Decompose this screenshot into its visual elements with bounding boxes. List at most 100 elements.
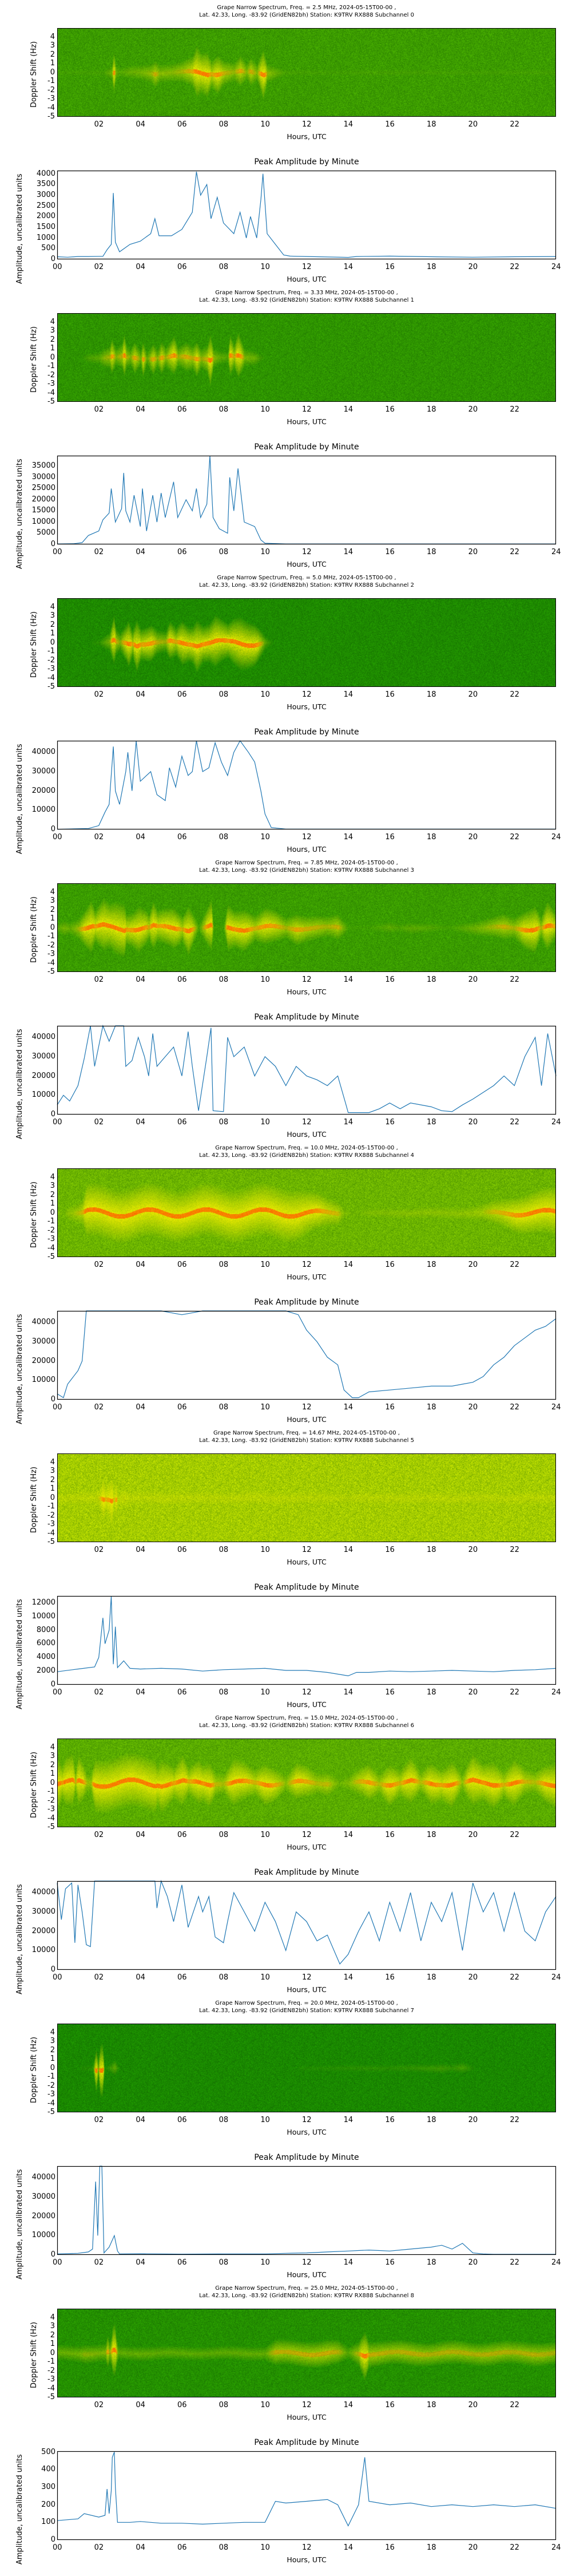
amplitude-ytick: 40000 bbox=[31, 1033, 55, 1042]
subchannel-panel-2: Grape Narrow Spectrum, Freq. = 5.0 MHz, … bbox=[0, 570, 572, 855]
amplitude-title: Peak Amplitude by Minute bbox=[254, 442, 359, 452]
spectrogram-xtick: 14 bbox=[343, 690, 353, 699]
amplitude-ytick: 3000 bbox=[36, 190, 55, 199]
amplitude-ytick: 300 bbox=[41, 2482, 55, 2491]
spectrogram-ytick: 3 bbox=[50, 1752, 55, 1760]
amplitude-plot-frame bbox=[57, 740, 557, 830]
amplitude-xtick: 22 bbox=[510, 263, 519, 271]
amplitude-ytick: 400 bbox=[41, 2465, 55, 2474]
subchannel-panel-0: Grape Narrow Spectrum, Freq. = 2.5 MHz, … bbox=[0, 0, 572, 285]
spectrogram-heatmap bbox=[57, 313, 556, 402]
spectrogram-xtick: 04 bbox=[136, 975, 145, 984]
spectrogram-ytick: 3 bbox=[50, 41, 55, 50]
spectrogram-xtick: 10 bbox=[260, 975, 270, 984]
spectrogram-xtick: 18 bbox=[427, 975, 436, 984]
spectrogram-ytick: -1 bbox=[47, 2357, 55, 2366]
spectrogram-xlabel: Hours, UTC bbox=[287, 132, 327, 141]
amplitude-xtick: 06 bbox=[177, 833, 187, 841]
amplitude-xtick: 14 bbox=[343, 2258, 353, 2267]
amplitude-ytick: 0 bbox=[50, 1965, 55, 1974]
amplitude-xtick: 20 bbox=[468, 1118, 478, 1127]
spectrogram-title-line2: Lat. 42.33, Long. -83.92 (GridEN82bh) St… bbox=[199, 2008, 414, 2014]
amplitude-ytick: 500 bbox=[41, 2447, 55, 2456]
amplitude-xtick: 20 bbox=[468, 1403, 478, 1412]
amplitude-xtick: 20 bbox=[468, 833, 478, 841]
amplitude-xtick: 16 bbox=[385, 1118, 395, 1127]
amplitude-title: Peak Amplitude by Minute bbox=[254, 1298, 359, 1307]
spectrogram-ylabel: Doppler Shift (Hz) bbox=[30, 611, 38, 678]
spectrogram-xtick: 10 bbox=[260, 120, 270, 129]
spectrogram-ytick: 4 bbox=[50, 32, 55, 41]
spectrogram-xtick: 14 bbox=[343, 975, 353, 984]
amplitude-xtick: 08 bbox=[219, 1973, 229, 1982]
amplitude-title: Peak Amplitude by Minute bbox=[254, 1013, 359, 1022]
amplitude-xtick: 10 bbox=[260, 1973, 270, 1982]
spectrogram-ytick: 0 bbox=[50, 2063, 55, 2072]
spectrogram-xtick: 18 bbox=[427, 405, 436, 414]
amplitude-series-line bbox=[57, 2166, 556, 2255]
spectrogram-xtick: 12 bbox=[302, 1546, 312, 1554]
spectrogram-ytick: 2 bbox=[50, 620, 55, 629]
spectrogram-ytick: -4 bbox=[47, 2384, 55, 2393]
spectrogram-ytick: 0 bbox=[50, 1208, 55, 1217]
amplitude-ylabel: Amplitude, uncalibrated units bbox=[15, 744, 24, 854]
spectrogram-xtick: 08 bbox=[219, 975, 229, 984]
amplitude-xtick: 00 bbox=[53, 1403, 62, 1412]
spectrogram-xtick: 10 bbox=[260, 1546, 270, 1554]
amplitude-xtick: 18 bbox=[427, 548, 436, 556]
amplitude-xtick: 24 bbox=[551, 833, 561, 841]
spectrogram-xtick: 20 bbox=[468, 975, 478, 984]
spectrogram-xtick: 08 bbox=[219, 2401, 229, 2409]
spectrogram-xtick: 06 bbox=[177, 1831, 187, 1839]
amplitude-title: Peak Amplitude by Minute bbox=[254, 2438, 359, 2447]
amplitude-xtick: 18 bbox=[427, 1118, 436, 1127]
spectrogram-ytick: -1 bbox=[47, 1502, 55, 1511]
spectrogram-ytick: -3 bbox=[47, 950, 55, 958]
subchannel-panel-1: Grape Narrow Spectrum, Freq. = 3.33 MHz,… bbox=[0, 285, 572, 570]
spectrogram-xtick: 16 bbox=[385, 2116, 395, 2124]
spectrogram-xtick: 14 bbox=[343, 120, 353, 129]
spectrogram-ytick: -1 bbox=[47, 77, 55, 85]
spectrogram-ytick: 0 bbox=[50, 68, 55, 77]
amplitude-ylabel: Amplitude, uncalibrated units bbox=[15, 2454, 24, 2565]
spectrogram-ylabel: Doppler Shift (Hz) bbox=[30, 326, 38, 393]
amplitude-ytick: 0 bbox=[50, 1395, 55, 1404]
amplitude-xtick: 12 bbox=[302, 1688, 312, 1697]
amplitude-ylabel: Amplitude, uncalibrated units bbox=[15, 2169, 24, 2279]
spectrogram-ytick: -3 bbox=[47, 94, 55, 103]
spectrogram-title-line2: Lat. 42.33, Long. -83.92 (GridEN82bh) St… bbox=[199, 582, 414, 588]
amplitude-xtick: 02 bbox=[94, 1688, 104, 1697]
spectrogram-xtick: 06 bbox=[177, 690, 187, 699]
spectrogram-ytick: -3 bbox=[47, 1520, 55, 1528]
spectrogram-ytick: 4 bbox=[50, 2028, 55, 2037]
spectrogram-ytick: -4 bbox=[47, 1243, 55, 1253]
amplitude-xlabel: Hours, UTC bbox=[287, 560, 327, 568]
amplitude-ytick: 30000 bbox=[31, 1052, 55, 1061]
amplitude-xtick: 22 bbox=[510, 548, 519, 556]
spectrogram-ytick: -2 bbox=[47, 85, 55, 94]
spectrogram-ytick: -2 bbox=[47, 655, 55, 665]
spectrogram-title-line2: Lat. 42.33, Long. -83.92 (GridEN82bh) St… bbox=[199, 1152, 414, 1159]
spectrogram-xtick: 10 bbox=[260, 2401, 270, 2409]
spectrogram-xtick: 10 bbox=[260, 690, 270, 699]
amplitude-xtick: 08 bbox=[219, 2543, 229, 2552]
amplitude-series-line bbox=[57, 1595, 557, 1677]
spectrogram-ylabel: Doppler Shift (Hz) bbox=[30, 896, 38, 963]
amplitude-ytick: 10000 bbox=[31, 1091, 55, 1100]
spectrogram-heatmap bbox=[57, 2309, 556, 2397]
amplitude-xtick: 10 bbox=[260, 833, 270, 841]
amplitude-ytick: 5000 bbox=[36, 528, 55, 538]
spectrogram-ytick: -5 bbox=[47, 2393, 55, 2401]
amplitude-xlabel: Hours, UTC bbox=[287, 845, 327, 854]
spectrogram-ytick: -3 bbox=[47, 380, 55, 388]
spectrogram-title-line2: Lat. 42.33, Long. -83.92 (GridEN82bh) St… bbox=[199, 12, 414, 18]
spectrogram-ytick: 4 bbox=[50, 317, 55, 326]
amplitude-xtick: 00 bbox=[53, 2258, 62, 2267]
amplitude-ytick: 0 bbox=[50, 2250, 55, 2259]
amplitude-ytick: 15000 bbox=[31, 506, 55, 515]
amplitude-xtick: 06 bbox=[177, 1688, 187, 1697]
amplitude-xtick: 04 bbox=[136, 263, 145, 271]
spectrogram-xtick: 06 bbox=[177, 1546, 187, 1554]
spectrogram-xtick: 08 bbox=[219, 120, 229, 129]
spectrogram-ytick: -2 bbox=[47, 370, 55, 380]
